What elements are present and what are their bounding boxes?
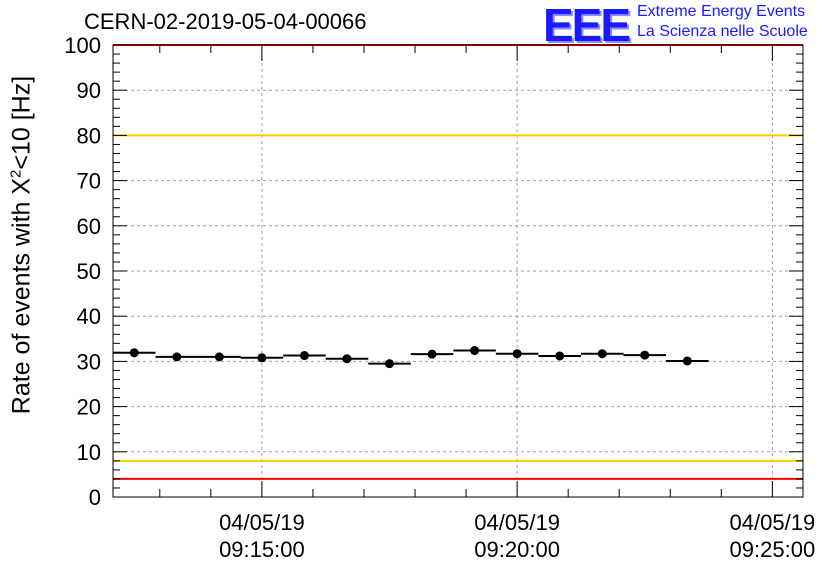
data-point	[682, 356, 692, 366]
x-tick-label-date: 04/05/19	[474, 510, 560, 535]
data-point	[299, 351, 309, 361]
x-tick-label-time: 09:25:00	[730, 537, 816, 562]
y-label-sup: 2	[7, 169, 25, 178]
y-tick-label: 70	[77, 169, 101, 194]
y-tick-label: 60	[77, 214, 101, 239]
data-point	[385, 359, 395, 369]
data-point	[512, 349, 522, 359]
data-point	[555, 351, 565, 361]
y-tick-label: 100	[64, 33, 101, 58]
data-point	[257, 353, 267, 363]
data-point	[129, 348, 139, 358]
data-point	[342, 354, 352, 364]
x-tick-label-date: 04/05/19	[219, 510, 305, 535]
eee-logo: EEE	[543, 0, 631, 51]
chart-title: CERN-02-2019-05-04-00066	[84, 9, 367, 34]
tick-labels: 010203040506070809010004/05/1909:15:0004…	[64, 33, 815, 562]
data-point	[172, 352, 182, 362]
x-tick-label-time: 09:15:00	[219, 537, 305, 562]
data-series	[113, 346, 709, 369]
data-point	[214, 352, 224, 362]
grid	[113, 45, 803, 497]
y-label-suffix: <10 [Hz]	[7, 75, 36, 170]
y-tick-label: 90	[77, 78, 101, 103]
y-tick-label: 50	[77, 259, 101, 284]
y-tick-label: 80	[77, 123, 101, 148]
data-point	[427, 349, 437, 359]
data-point	[640, 350, 650, 360]
logo-line-2: La Scienza nelle Scuole	[637, 23, 808, 40]
reference-lines	[113, 44, 803, 480]
data-point	[597, 349, 607, 359]
y-tick-label: 30	[77, 349, 101, 374]
x-tick-label-date: 04/05/19	[730, 510, 816, 535]
x-tick-label-time: 09:20:00	[474, 537, 560, 562]
data-point	[470, 346, 480, 356]
axis-ticks	[113, 44, 803, 498]
y-axis-label: Rate of events with X2<10 [Hz]	[7, 76, 36, 414]
y-tick-label: 20	[77, 395, 101, 420]
y-tick-label: 40	[77, 304, 101, 329]
y-tick-label: 10	[77, 440, 101, 465]
y-tick-label: 0	[89, 485, 101, 510]
y-label-prefix: Rate of events with X	[7, 177, 36, 415]
logo-line-1: Extreme Energy Events	[637, 3, 806, 20]
